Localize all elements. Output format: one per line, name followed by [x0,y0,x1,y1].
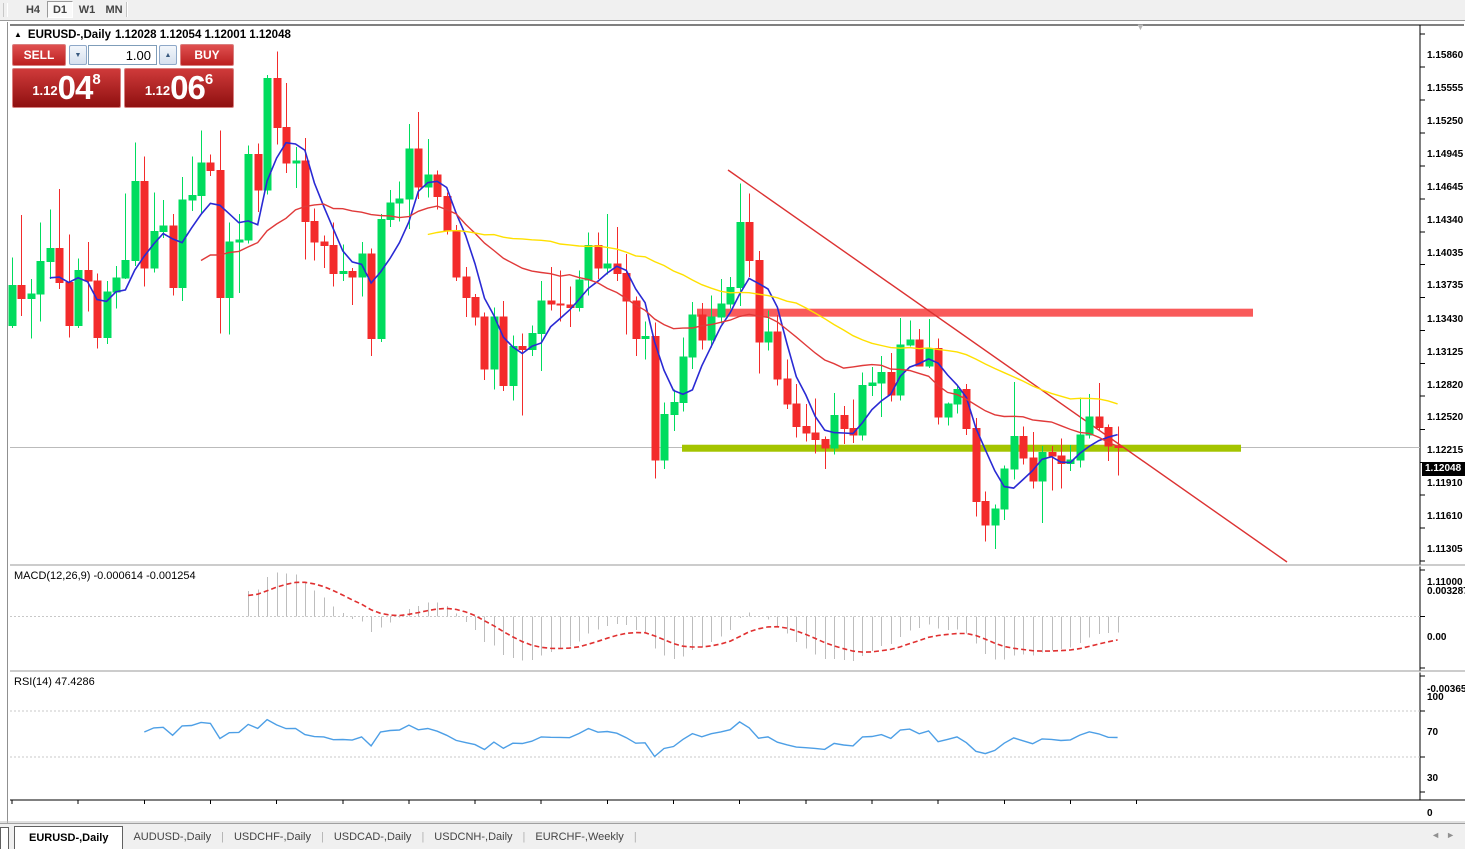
chevron-down-icon: ▼ [74,52,82,59]
sell-price-sup: 8 [92,71,101,88]
chart-ohlc-values: 1.12028 1.12054 1.12001 1.12048 [115,29,291,41]
rsi-axis-label: 30 [1427,773,1439,785]
chart-canvas[interactable] [0,22,1465,849]
chevron-up-icon: ▲ [164,52,172,59]
tab-usdchf-daily[interactable]: USDCHF-,Daily [233,831,311,843]
macd-axis-label: 0.003287 [1427,586,1465,597]
tab-scroll-left-icon[interactable]: ◄ [1431,830,1447,840]
rsi-axis-label: 0 [1427,808,1433,819]
chart-symbol-label: EURUSD-,Daily [27,29,111,41]
trade-panel-controls: SELL ▼ ▲ BUY [12,44,234,66]
timeframe-button-d1[interactable]: D1 [47,1,73,18]
macd-histogram [248,572,1119,661]
rsi-line [144,718,1118,758]
candles [8,51,1123,550]
toolbar-separator [126,2,128,17]
price-axis-tick-label: 1.14945 [1427,149,1464,161]
window-left-bevel [7,22,8,849]
price-axis-tick-label: 1.12520 [1427,412,1464,424]
chart-title: ▲ EURUSD-,Daily 1.12028 1.12054 1.12001 1.… [14,29,295,41]
buy-price-sup: 6 [204,71,214,88]
volume-increase-button[interactable]: ▲ [159,45,177,65]
price-axis-tick-label: 1.14340 [1427,214,1464,226]
macd-axis-label: -0.00365 [1427,684,1465,695]
chart-tabs: EURUSD-,Daily AUDUSD-,Daily | USDCHF-,Daily… [14,824,637,849]
ma-5 [49,141,1118,489]
price-axis-tick-label: 1.12215 [1427,445,1464,457]
window-left-bevel-light [8,22,9,849]
trade-panel-prices: 1.12048 1.12066 [12,68,234,108]
tab-usdcnh-daily[interactable]: USDCNH-,Daily [434,831,513,843]
tab-scroll-arrows: ◄► [1431,830,1461,840]
rsi-axis-label: 70 [1427,726,1439,738]
toolbar-bevel-light [0,21,1465,22]
rsi-indicator-label: RSI(14) 47.4286 [14,676,95,688]
tab-usdcad-daily[interactable]: USDCAD-,Daily [333,831,412,843]
buy-price-box[interactable]: 1.12066 [124,68,234,108]
buy-button[interactable]: BUY [180,44,234,66]
timeframe-button-h4[interactable]: H4 [25,4,41,16]
price-axis-tick-label: 1.11910 [1427,478,1463,490]
macd-signal-line [248,581,1118,653]
price-axis-tick-label: 1.14645 [1427,181,1464,193]
descending-trendline [727,169,1288,563]
price-axis-tick-label: 1.11610 [1427,510,1463,522]
timeframe-button-mn[interactable]: MN [105,4,123,16]
collapse-panel-icon[interactable]: ▲ [14,30,22,39]
timeframe-button-w1[interactable]: W1 [78,4,96,16]
price-axis-tick-label: 1.13430 [1427,313,1464,325]
buy-price-big: 06 [170,69,206,106]
price-axis-tick-label: 1.15860 [1427,50,1464,61]
price-axis-tick-label: 1.12820 [1427,379,1464,391]
chart-window: ▲ EURUSD-,Daily 1.12028 1.12054 1.12001 1.… [0,22,1465,849]
timeframes-toolbar: H4 D1 W1 MN [0,0,1465,20]
ma-45 [427,229,1118,405]
toolbar-bevel [0,20,1465,21]
sell-price-box[interactable]: 1.12048 [12,68,121,108]
one-click-trading-panel: SELL ▼ ▲ BUY 1.12048 1.12066 [12,44,234,108]
chart-tabs-bar: EURUSD-,Daily AUDUSD-,Daily | USDCHF-,Daily… [0,823,1465,849]
tab-divider: | [633,831,637,843]
buy-price-small: 1.12 [144,83,171,98]
price-axis-tick-label: 1.13735 [1427,280,1464,292]
sell-price-small: 1.12 [32,83,58,98]
tab-scroll-right-icon[interactable]: ► [1446,830,1461,840]
tab-eurchf-weekly[interactable]: EURCHF-,Weekly [535,831,624,843]
price-axis-tick-label: 1.15555 [1427,83,1464,95]
chart-shift-marker-icon[interactable]: ▼ [1136,22,1145,32]
volume-input[interactable] [88,45,157,65]
tab-divider: | [421,831,425,843]
tab-divider: | [221,831,224,843]
toolbar-grip[interactable] [3,3,8,17]
price-axis-tick-label: 1.11305 [1427,543,1463,555]
price-axis-tick-label: 1.13125 [1427,346,1464,358]
price-axis-tick-label: 1.14035 [1427,247,1464,259]
price-axis-tick-label: 1.11000 [1427,577,1463,588]
ma-21 [200,203,1118,447]
rsi-axis-label: 100 [1427,692,1444,703]
tab-divider: | [320,831,324,843]
macd-axis-label: 0.00 [1427,632,1447,644]
sell-price-big: 04 [57,69,94,106]
tab-eurusd-daily[interactable]: EURUSD-,Daily [14,826,124,849]
resistance-line [697,308,1253,317]
price-axis-tick-label: 1.15250 [1427,116,1464,128]
current-price-label: 1.12048 [1422,462,1465,477]
tab-bar-stub [0,827,9,849]
tab-divider: | [522,831,526,843]
support-line [682,444,1241,452]
macd-indicator-label: MACD(12,26,9) -0.000614 -0.001254 [14,570,196,582]
volume-decrease-button[interactable]: ▼ [69,45,87,65]
tab-audusd-daily[interactable]: AUDUSD-,Daily [133,831,212,843]
sell-button[interactable]: SELL [12,44,66,66]
